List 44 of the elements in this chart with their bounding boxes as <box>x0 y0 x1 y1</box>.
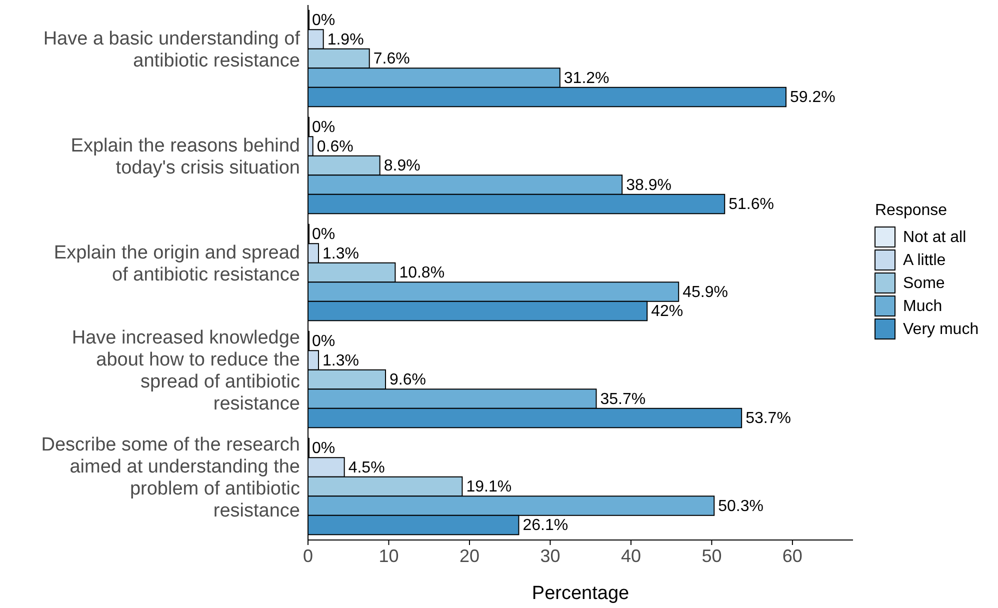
data-label: 0% <box>312 440 336 458</box>
y-tick-label: Describe some of the research aimed at understanding the problem of antibiotic resistance <box>41 434 300 522</box>
data-label: 45.9% <box>682 284 728 301</box>
x-tick-label: 50 <box>702 546 722 566</box>
data-label: 0.6% <box>316 138 354 156</box>
legend-label: Not at all <box>903 229 966 246</box>
data-label: 1.9% <box>327 31 364 48</box>
data-label: 59.2% <box>790 89 836 106</box>
data-label: 8.9% <box>384 158 420 175</box>
y-tick-label: Explain the reasons behind today's crisis situation <box>70 136 300 179</box>
legend-label: A little <box>903 252 946 270</box>
data-label: 7.6% <box>373 50 410 68</box>
data-label: 53.7% <box>746 410 791 428</box>
data-label: 9.6% <box>390 372 426 389</box>
data-label: 19.1% <box>466 478 512 496</box>
x-tick-label: 20 <box>459 546 480 566</box>
data-label: 38.9% <box>626 176 672 194</box>
y-tick-label: Explain the origin and spread of antibiotic resistance <box>54 242 300 286</box>
data-label: 0% <box>312 12 336 30</box>
data-label: 31.2% <box>564 70 610 87</box>
x-tick-label: 60 <box>782 546 802 566</box>
data-label: 26.1% <box>522 517 568 534</box>
y-tick-label: Have a basic understanding of antibiotic resistance <box>43 28 301 72</box>
data-label: 1.3% <box>322 245 359 262</box>
data-label: 35.7% <box>600 390 646 408</box>
y-tick-label: Have increased knowledge about how to reduce the spread of antibiotic resistance <box>72 328 300 415</box>
data-label: 42% <box>651 303 684 320</box>
legend-title: Response <box>875 202 948 219</box>
data-label: 10.8% <box>399 264 445 282</box>
data-label: 50.3% <box>718 498 764 515</box>
data-label: 4.5% <box>348 459 385 476</box>
data-label: 0% <box>312 119 336 136</box>
x-axis-title: Percentage <box>532 583 630 604</box>
x-tick-label: 40 <box>620 546 641 566</box>
legend-label: Some <box>903 275 945 292</box>
legend-label: Much <box>903 298 942 316</box>
data-label: 0% <box>312 226 336 244</box>
data-label: 0% <box>312 333 336 350</box>
x-tick-label: 30 <box>540 546 560 566</box>
data-label: 51.6% <box>728 196 774 214</box>
x-tick-label: 10 <box>378 546 399 566</box>
legend-label: Very much <box>903 321 979 338</box>
data-label: 1.3% <box>322 352 359 370</box>
x-tick-label: 0 <box>302 546 314 566</box>
